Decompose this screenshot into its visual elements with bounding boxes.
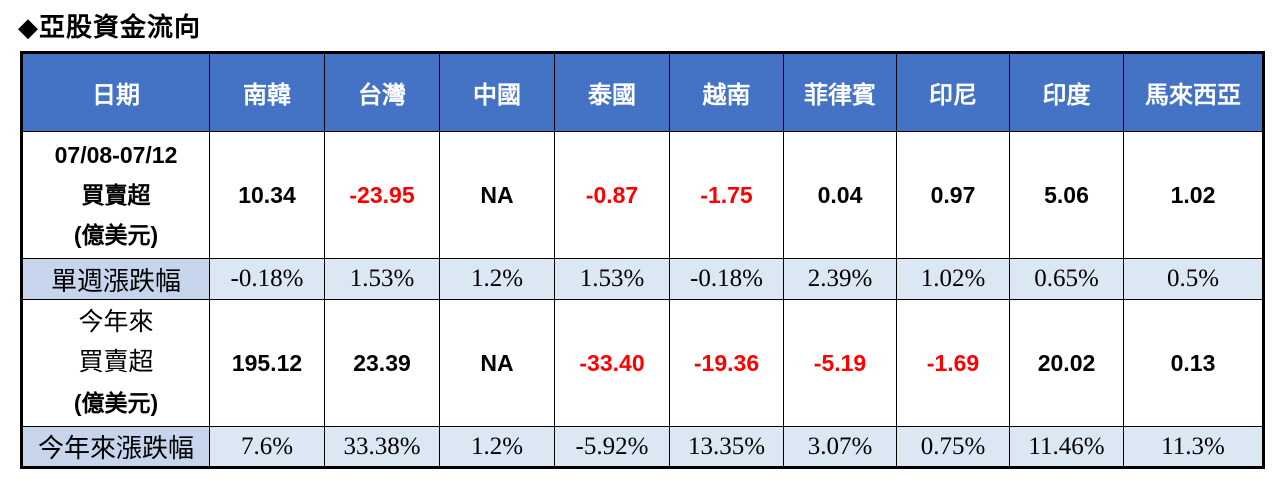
row-label-line-date-range: 07/08-07/12 bbox=[54, 142, 178, 168]
data-cell: 0.04 bbox=[783, 131, 897, 259]
header-cell-vietnam: 越南 bbox=[669, 52, 784, 132]
data-cell: 1.53% bbox=[324, 258, 440, 300]
row-label-line-unit: (億美元) bbox=[73, 222, 159, 248]
data-cell: -19.36 bbox=[669, 299, 784, 427]
table-row-weekly-change: 單週漲跌幅 -0.18% 1.53% 1.2% 1.53% -0.18% 2.3… bbox=[21, 258, 1264, 300]
header-cell-philippines: 菲律賓 bbox=[783, 52, 897, 132]
row-label-weekly-change: 單週漲跌幅 bbox=[21, 258, 210, 300]
data-cell: 1.02 bbox=[1123, 131, 1264, 259]
data-cell: 0.75% bbox=[896, 426, 1010, 468]
row-label-line-net-flow: 買賣超 bbox=[78, 349, 154, 376]
header-cell-india: 印度 bbox=[1009, 52, 1124, 132]
data-cell: 5.06 bbox=[1009, 131, 1124, 259]
table-header-row: 日期 南韓 台灣 中國 泰國 越南 菲律賓 印尼 印度 馬來西亞 bbox=[21, 52, 1264, 132]
data-cell: 3.07% bbox=[783, 426, 897, 468]
data-cell: -5.92% bbox=[554, 426, 670, 468]
data-cell: -1.75 bbox=[669, 131, 784, 259]
data-cell: NA bbox=[439, 131, 555, 259]
data-cell: 1.02% bbox=[896, 258, 1010, 300]
header-cell-date: 日期 bbox=[21, 52, 210, 132]
row-label-line-net-flow: 買賣超 bbox=[81, 182, 151, 208]
data-cell: -0.18% bbox=[669, 258, 784, 300]
table-row-ytd-net-flow: 今年來 買賣超 (億美元) 195.12 23.39 NA -33.40 -19… bbox=[21, 299, 1264, 427]
data-cell: 195.12 bbox=[209, 299, 325, 427]
data-cell: -23.95 bbox=[324, 131, 440, 259]
data-cell: 0.97 bbox=[896, 131, 1010, 259]
header-cell-china: 中國 bbox=[439, 52, 555, 132]
data-cell: -0.87 bbox=[554, 131, 670, 259]
header-cell-thailand: 泰國 bbox=[554, 52, 670, 132]
data-cell: -5.19 bbox=[783, 299, 897, 427]
row-label-ytd-change: 今年來漲跌幅 bbox=[21, 426, 210, 468]
table-row-weekly-net-flow: 07/08-07/12 買賣超 (億美元) 10.34 -23.95 NA -0… bbox=[21, 131, 1264, 259]
table-row-ytd-change: 今年來漲跌幅 7.6% 33.38% 1.2% -5.92% 13.35% 3.… bbox=[21, 426, 1264, 468]
data-cell: 1.2% bbox=[439, 426, 555, 468]
data-cell: 0.5% bbox=[1123, 258, 1264, 300]
data-cell: 7.6% bbox=[209, 426, 325, 468]
data-cell: 10.34 bbox=[209, 131, 325, 259]
page-title: ◆亞股資金流向 bbox=[18, 12, 201, 42]
row-label-line-ytd: 今年來 bbox=[78, 309, 154, 336]
data-cell: -33.40 bbox=[554, 299, 670, 427]
row-label-weekly-net-flow: 07/08-07/12 買賣超 (億美元) bbox=[21, 131, 210, 259]
header-cell-malaysia: 馬來西亞 bbox=[1123, 52, 1264, 132]
data-cell: 2.39% bbox=[783, 258, 897, 300]
data-cell: 0.65% bbox=[1009, 258, 1124, 300]
data-cell: NA bbox=[439, 299, 555, 427]
header-cell-south-korea: 南韓 bbox=[209, 52, 325, 132]
data-cell: 0.13 bbox=[1123, 299, 1264, 427]
data-cell: 11.3% bbox=[1123, 426, 1264, 468]
data-cell: 33.38% bbox=[324, 426, 440, 468]
data-cell: 11.46% bbox=[1009, 426, 1124, 468]
asia-fund-flows-table: 日期 南韓 台灣 中國 泰國 越南 菲律賓 印尼 印度 馬來西亞 07/08-0… bbox=[20, 51, 1265, 469]
data-cell: 20.02 bbox=[1009, 299, 1124, 427]
header-cell-indonesia: 印尼 bbox=[896, 52, 1010, 132]
data-cell: 1.53% bbox=[554, 258, 670, 300]
data-cell: 13.35% bbox=[669, 426, 784, 468]
row-label-ytd-net-flow: 今年來 買賣超 (億美元) bbox=[21, 299, 210, 427]
data-cell: -1.69 bbox=[896, 299, 1010, 427]
header-cell-taiwan: 台灣 bbox=[324, 52, 440, 132]
row-label-line-unit: (億美元) bbox=[73, 390, 159, 416]
data-cell: -0.18% bbox=[209, 258, 325, 300]
data-cell: 1.2% bbox=[439, 258, 555, 300]
data-cell: 23.39 bbox=[324, 299, 440, 427]
